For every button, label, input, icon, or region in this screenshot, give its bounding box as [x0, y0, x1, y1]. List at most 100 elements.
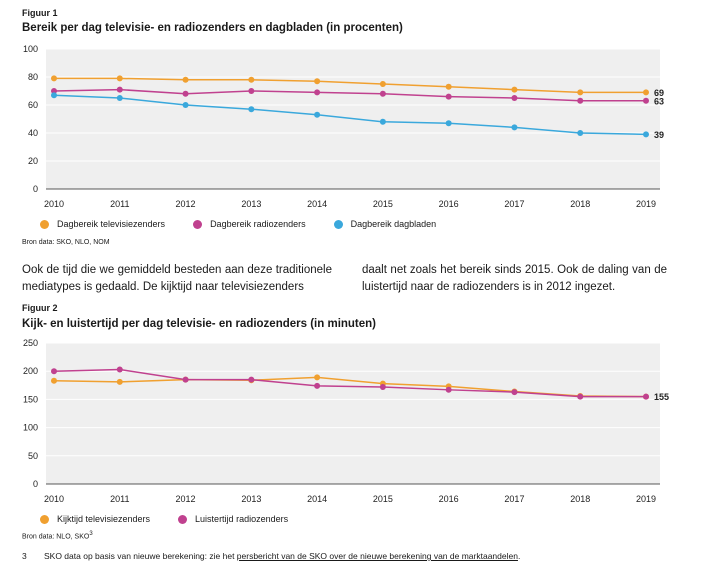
y-tick-label: 100 [23, 44, 38, 54]
legend-label: Dagbereik radiozenders [210, 219, 306, 229]
data-point [511, 389, 518, 396]
data-point [314, 89, 321, 96]
data-point [445, 93, 452, 100]
data-point [51, 377, 57, 384]
series-line [53, 88, 646, 102]
footnote: 3 SKO data op basis van nieuwe berekening… [22, 551, 702, 561]
y-tick-label: 0 [33, 184, 38, 194]
figure2-label: Figuur 2 [22, 303, 58, 313]
data-point [248, 376, 255, 383]
data-point [314, 111, 321, 118]
legend-item: Luistertijd radiozenders [178, 514, 288, 524]
y-tick-label: 80 [28, 72, 38, 82]
x-tick-label: 2010 [44, 199, 64, 209]
data-point [577, 130, 584, 136]
x-tick-label: 2012 [176, 199, 196, 209]
data-point [511, 86, 518, 93]
legend-marker [40, 514, 49, 524]
data-point [116, 95, 123, 101]
series-line [53, 94, 647, 136]
figure2-legend: Kijktijd televisiezenders Luistertijd rad… [40, 514, 316, 524]
x-tick-label: 2010 [44, 494, 64, 504]
legend-marker [40, 219, 49, 229]
y-tick-label: 250 [23, 338, 38, 348]
data-point [511, 124, 518, 131]
x-tick-label: 2015 [373, 494, 393, 504]
x-tick-label: 2019 [636, 494, 656, 504]
data-point [248, 76, 255, 83]
x-tick-label: 2018 [570, 494, 590, 504]
x-tick-label: 2013 [241, 199, 261, 209]
data-point [577, 89, 584, 96]
data-point [182, 90, 189, 97]
x-tick-label: 2012 [176, 494, 196, 504]
legend-item: Dagbereik radiozenders [193, 219, 306, 229]
data-point [51, 75, 57, 82]
footnote-text: SKO data op basis van nieuwe berekening:… [44, 551, 237, 561]
data-point [116, 378, 123, 385]
end-value-label: 39 [654, 130, 664, 140]
figure1-label: Figuur 1 [22, 8, 58, 18]
x-tick-label: 2016 [439, 494, 459, 504]
data-point [445, 120, 452, 127]
legend-marker [333, 219, 343, 229]
data-point [379, 118, 386, 125]
data-point [445, 83, 452, 90]
legend-label: Luistertijd radiozenders [195, 514, 289, 524]
footnote-number: 3 [22, 551, 27, 561]
x-tick-label: 2014 [307, 199, 327, 209]
footnote-text-end: . [517, 551, 521, 561]
data-point [116, 86, 123, 93]
figure1-legend: Dagbereik televisiezenders Dagbereik radi… [40, 219, 464, 229]
y-tick-label: 0 [33, 479, 38, 489]
x-tick-label: 2019 [636, 199, 656, 209]
x-tick-label: 2016 [439, 199, 459, 209]
data-point [182, 376, 189, 383]
plot-background [46, 343, 660, 484]
data-point [116, 75, 123, 82]
legend-marker [193, 219, 203, 229]
y-tick-label: 40 [28, 128, 38, 138]
figure2-title: Kijk- en luistertijd per dag televisie- … [22, 318, 377, 330]
data-point [379, 90, 386, 97]
legend-label: Kijktijd televisiezenders [57, 514, 151, 524]
body-text-left: Ook de tijd die we gemiddeld besteden aa… [22, 264, 332, 293]
series-line [53, 368, 646, 398]
data-point [182, 102, 189, 108]
series-line [54, 77, 646, 94]
x-tick-label: 2018 [570, 199, 590, 209]
data-point [248, 106, 255, 113]
x-tick-label: 2011 [110, 494, 129, 504]
data-point [643, 131, 649, 138]
data-point [643, 393, 649, 400]
x-tick-label: 2017 [504, 494, 524, 504]
data-point [116, 366, 123, 373]
y-tick-label: 20 [28, 156, 38, 166]
x-tick-label: 2011 [110, 199, 129, 209]
data-point [314, 78, 321, 85]
figure2-source-footnote-ref: 3 [89, 531, 93, 537]
data-point [248, 88, 255, 94]
data-point [51, 88, 57, 94]
legend-label: Dagbereik dagbladen [350, 219, 437, 229]
legend-label: Dagbereik televisiezenders [57, 219, 166, 229]
data-point [511, 95, 518, 101]
data-point [182, 76, 189, 83]
data-point [643, 97, 649, 104]
data-point [51, 368, 57, 375]
y-tick-label: 60 [28, 100, 38, 110]
footnote-link[interactable]: persbericht van de SKO over de nieuwe be… [236, 551, 518, 561]
figure2-source: Bron data: NLO, SKO3 [22, 531, 93, 540]
end-value-label: 63 [654, 96, 664, 106]
x-tick-label: 2015 [373, 199, 393, 209]
data-point [314, 382, 321, 389]
x-tick-label: 2013 [241, 494, 261, 504]
legend-item: Kijktijd televisiezenders [40, 514, 150, 524]
figure2-source-text: Bron data: NLO, SKO [22, 533, 90, 541]
data-point [379, 81, 386, 87]
end-value-label: 69 [654, 88, 664, 98]
data-point [51, 92, 57, 99]
figure1-source: Bron data: SKO, NLO, NOM [22, 239, 110, 246]
x-tick-label: 2014 [307, 494, 327, 504]
legend-item: Dagbereik dagbladen [333, 219, 437, 229]
